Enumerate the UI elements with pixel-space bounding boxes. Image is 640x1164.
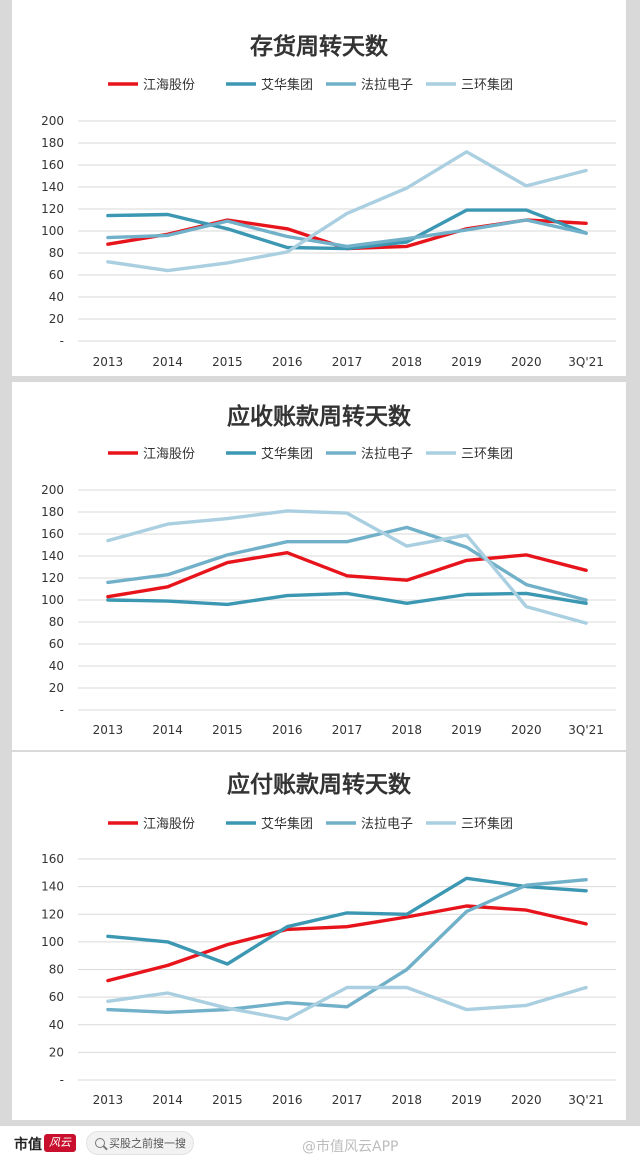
legend-label: 江海股份: [143, 78, 195, 93]
series-line: [106, 591, 588, 607]
series-line: [106, 525, 588, 602]
x-tick-label: 2014: [152, 723, 183, 737]
x-tick-label: 2019: [451, 1093, 482, 1107]
y-tick-label: 160: [41, 852, 64, 866]
y-tick-label: 120: [41, 907, 64, 921]
series-line: [106, 509, 588, 625]
series-line: [106, 208, 588, 251]
x-tick-label: 2018: [392, 1093, 423, 1107]
y-tick-label: 60: [49, 268, 64, 282]
y-tick-label: 100: [41, 935, 64, 949]
y-tick-label: 200: [41, 114, 64, 128]
x-tick-label: 2017: [332, 723, 363, 737]
x-tick-label: 2015: [212, 723, 243, 737]
legend-label: 三环集团: [461, 446, 513, 462]
legend-label: 法拉电子: [361, 78, 413, 93]
x-tick-label: 2013: [93, 355, 124, 369]
y-tick-label: 60: [49, 637, 64, 651]
watermark-text: @市值风云APP: [302, 1139, 399, 1155]
legend-label: 江海股份: [143, 817, 195, 832]
x-tick-label: 2016: [272, 723, 303, 737]
y-tick-label: 100: [41, 224, 64, 238]
y-tick-label: 100: [41, 593, 64, 607]
series-line: [106, 218, 588, 251]
y-tick-label: 180: [41, 136, 64, 150]
y-tick-label: 160: [41, 158, 64, 172]
search-box[interactable]: 买股之前搜一搜: [86, 1131, 194, 1155]
y-tick-label: 140: [41, 880, 64, 894]
y-tick-label: 40: [49, 659, 64, 673]
y-tick-label: -: [60, 334, 64, 348]
y-tick-label: 160: [41, 527, 64, 541]
y-tick-label: 20: [49, 1045, 64, 1059]
legend-label: 艾华集团: [261, 816, 313, 832]
y-tick-label: -: [60, 703, 64, 717]
x-tick-label: 2017: [332, 1093, 363, 1107]
x-tick-label: 2020: [511, 1093, 542, 1107]
chart-panel-inventory: 存货周转天数江海股份 艾华集团 法拉电子 三环集团 200 180 160 140 120 100…: [12, 0, 626, 376]
chart-panel-payables: 应付账款周转天数江海股份 艾华集团 法拉电子 三环集团 160 140 120 100 80 60…: [12, 752, 626, 1120]
y-tick-label: 40: [49, 290, 64, 304]
series-line: [106, 550, 588, 599]
x-tick-label: 2013: [93, 1093, 124, 1107]
app-logo-text: 市值: [14, 1137, 42, 1153]
x-tick-label: 2014: [152, 1093, 183, 1107]
x-tick-label: 2019: [451, 723, 482, 737]
y-tick-label: 120: [41, 202, 64, 216]
x-tick-label: 3Q'21: [568, 1093, 604, 1107]
x-tick-label: 3Q'21: [568, 723, 604, 737]
search-icon: [95, 1138, 105, 1148]
footer-bar: 市值 风云 买股之前搜一搜 @市值风云APP: [0, 1126, 640, 1164]
y-tick-label: 20: [49, 681, 64, 695]
series-line: [106, 150, 588, 273]
y-tick-label: 80: [49, 963, 64, 977]
app-logo-badge: 风云: [44, 1134, 76, 1152]
legend-label: 三环集团: [461, 816, 513, 832]
x-tick-label: 2017: [332, 355, 363, 369]
x-tick-label: 3Q'21: [568, 355, 604, 369]
y-tick-label: 140: [41, 180, 64, 194]
series-line: [106, 904, 588, 983]
x-tick-label: 2016: [272, 1093, 303, 1107]
x-tick-label: 2016: [272, 355, 303, 369]
x-tick-label: 2020: [511, 723, 542, 737]
chart-title: 存货周转天数: [250, 33, 389, 60]
x-tick-label: 2013: [93, 723, 124, 737]
y-tick-label: 80: [49, 246, 64, 260]
series-line: [106, 877, 588, 1014]
legend-label: 法拉电子: [361, 447, 413, 462]
x-tick-label: 2018: [392, 723, 423, 737]
x-tick-label: 2019: [451, 355, 482, 369]
y-tick-label: 140: [41, 549, 64, 563]
y-tick-label: 20: [49, 312, 64, 326]
legend-label: 江海股份: [143, 447, 195, 462]
series-line: [106, 876, 588, 966]
x-tick-label: 2018: [392, 355, 423, 369]
series-line: [106, 218, 588, 249]
y-tick-label: 40: [49, 1018, 64, 1032]
series-line: [106, 985, 588, 1021]
y-tick-label: -: [60, 1073, 64, 1087]
x-tick-label: 2015: [212, 1093, 243, 1107]
x-tick-label: 2014: [152, 355, 183, 369]
chart-title: 应收账款周转天数: [227, 403, 412, 430]
y-tick-label: 60: [49, 990, 64, 1004]
chart-title: 应付账款周转天数: [227, 771, 412, 798]
y-tick-label: 180: [41, 505, 64, 519]
legend-label: 法拉电子: [361, 817, 413, 832]
search-text: 买股之前搜一搜: [109, 1137, 186, 1150]
chart-panel-receivables: 应收账款周转天数江海股份 艾华集团 法拉电子 三环集团 200 180 160 140 120 1…: [12, 382, 626, 750]
x-tick-label: 2015: [212, 355, 243, 369]
x-tick-label: 2020: [511, 355, 542, 369]
y-tick-label: 120: [41, 571, 64, 585]
legend-label: 三环集团: [461, 77, 513, 93]
legend-label: 艾华集团: [261, 446, 313, 462]
y-tick-label: 200: [41, 483, 64, 497]
legend-label: 艾华集团: [261, 77, 313, 93]
y-tick-label: 80: [49, 615, 64, 629]
